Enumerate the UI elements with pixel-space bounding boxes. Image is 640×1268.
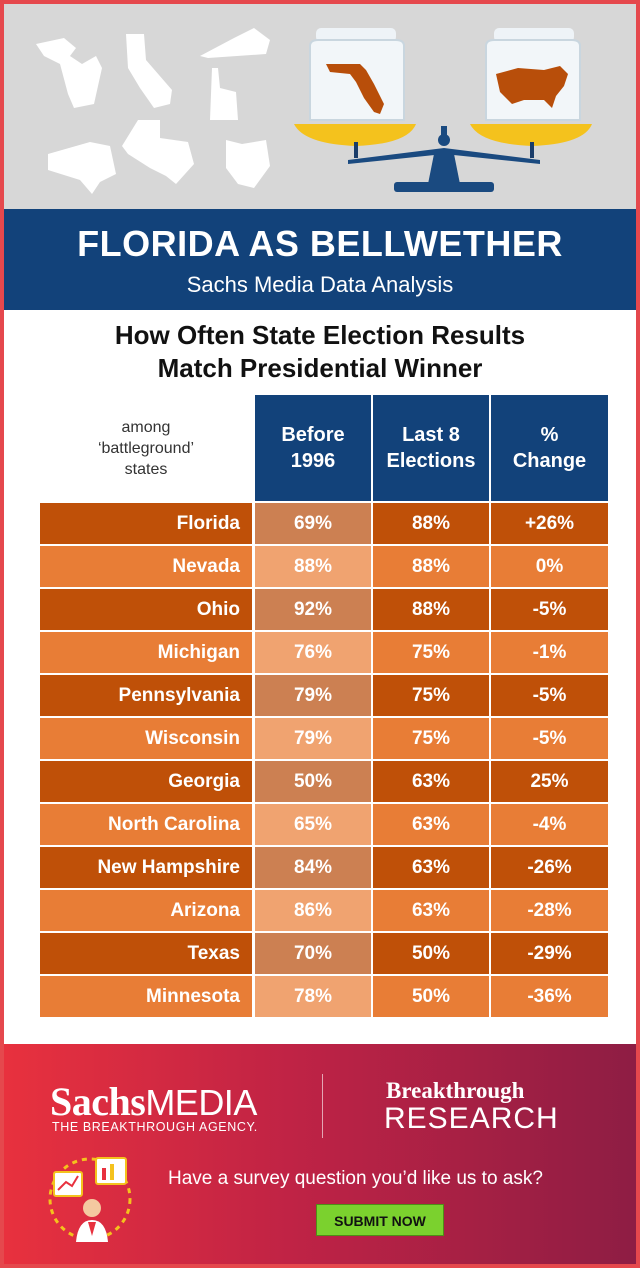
percent-change-value: -4% [491,804,608,845]
table-note: among ‘battleground’ states [97,419,195,478]
battleground-table: among ‘battleground’ states Before 1996 L… [40,395,608,1018]
header-illustration [4,4,636,209]
last-8-value: 50% [373,976,489,1017]
logo-media-text: MEDIA [145,1082,257,1123]
florida-jar-icon [309,28,405,121]
column-header-label: Before 1996 [281,424,345,472]
percent-change-value: -29% [491,933,608,974]
before-1996-value: 69% [255,503,371,544]
infographic-title: FLORIDA AS BELLWETHER [77,223,563,264]
before-1996-value: 70% [255,933,371,974]
footer-divider [322,1074,323,1138]
percent-change-value: -5% [491,589,608,630]
table-row: Georgia 50% 63% 25% [40,761,608,802]
before-1996-value: 79% [255,675,371,716]
before-1996-value: 92% [255,589,371,630]
title-banner: FLORIDA AS BELLWETHER Sachs Media Data A… [4,209,636,310]
usa-jar-icon [485,28,581,121]
agency-tagline: THE BREAKTHROUGH AGENCY. [52,1120,258,1134]
before-1996-value: 86% [255,890,371,931]
logo-sachs-text: Sachs [50,1079,146,1124]
state-silhouettes-icon [36,28,270,194]
column-header-2: Last 8 Elections [373,395,489,501]
table-row: Texas 70% 50% -29% [40,933,608,974]
state-name: Texas [40,933,252,974]
last-8-value: 63% [373,804,489,845]
chart-title: How Often State Election Results Match P… [4,319,636,385]
before-1996-value: 78% [255,976,371,1017]
survey-question-prompt: Have a survey question you’d like us to … [168,1168,543,1189]
table-row: Arizona 86% 63% -28% [40,890,608,931]
last-8-value: 50% [373,933,489,974]
percent-change-value: 0% [491,546,608,587]
before-1996-value: 84% [255,847,371,888]
chart-title-line-2: Match Presidential Winner [157,353,483,383]
table-row: Michigan 76% 75% -1% [40,632,608,673]
chart-title-line-1: How Often State Election Results [114,320,526,350]
last-8-value: 75% [373,718,489,759]
breakthrough-logo-line-2: RESEARCH [384,1102,559,1135]
before-1996-value: 50% [255,761,371,802]
state-name: Arizona [40,890,252,931]
state-name: Nevada [40,546,252,587]
before-1996-value: 76% [255,632,371,673]
state-name: Ohio [40,589,252,630]
breakthrough-logo-line-1: Breakthrough [386,1078,525,1103]
last-8-value: 63% [373,761,489,802]
state-name: Georgia [40,761,252,802]
percent-change-value: 25% [491,761,608,802]
column-header-label: % Change [512,424,587,472]
table-row: Florida 69% 88% +26% [40,503,608,544]
state-name: Pennsylvania [40,675,252,716]
column-header-1: Before 1996 [255,395,371,501]
infographic-subtitle: Sachs Media Data Analysis [186,272,454,297]
state-name: Minnesota [40,976,252,1017]
last-8-value: 75% [373,632,489,673]
table-row: North Carolina 65% 63% -4% [40,804,608,845]
table-row: Pennsylvania 79% 75% -5% [40,675,608,716]
table-row: Minnesota 78% 50% -36% [40,976,608,1017]
sachs-media-logo: SachsMEDIA [50,1078,257,1125]
footer-banner: SachsMEDIA THE BREAKTHROUGH AGENCY. Brea… [4,1044,636,1264]
state-name: Wisconsin [40,718,252,759]
percent-change-value: -28% [491,890,608,931]
state-name: New Hampshire [40,847,252,888]
column-header-label: Last 8 Elections [386,424,476,472]
submit-now-button[interactable]: SUBMIT NOW [316,1204,444,1236]
balance-scale-icon [294,124,592,192]
before-1996-value: 88% [255,546,371,587]
state-name: Florida [40,503,252,544]
before-1996-value: 65% [255,804,371,845]
table-row: Ohio 92% 88% -5% [40,589,608,630]
survey-people-icon [48,1157,132,1242]
column-header-3: % Change [491,395,608,501]
state-name: North Carolina [40,804,252,845]
percent-change-value: -5% [491,675,608,716]
last-8-value: 88% [373,589,489,630]
table-row: Wisconsin 79% 75% -5% [40,718,608,759]
last-8-value: 88% [373,546,489,587]
last-8-value: 88% [373,503,489,544]
last-8-value: 75% [373,675,489,716]
percent-change-value: -5% [491,718,608,759]
before-1996-value: 79% [255,718,371,759]
percent-change-value: -26% [491,847,608,888]
percent-change-value: +26% [491,503,608,544]
percent-change-value: -1% [491,632,608,673]
last-8-value: 63% [373,890,489,931]
percent-change-value: -36% [491,976,608,1017]
last-8-value: 63% [373,847,489,888]
state-name: Michigan [40,632,252,673]
table-row: Nevada 88% 88% 0% [40,546,608,587]
table-row: New Hampshire 84% 63% -26% [40,847,608,888]
